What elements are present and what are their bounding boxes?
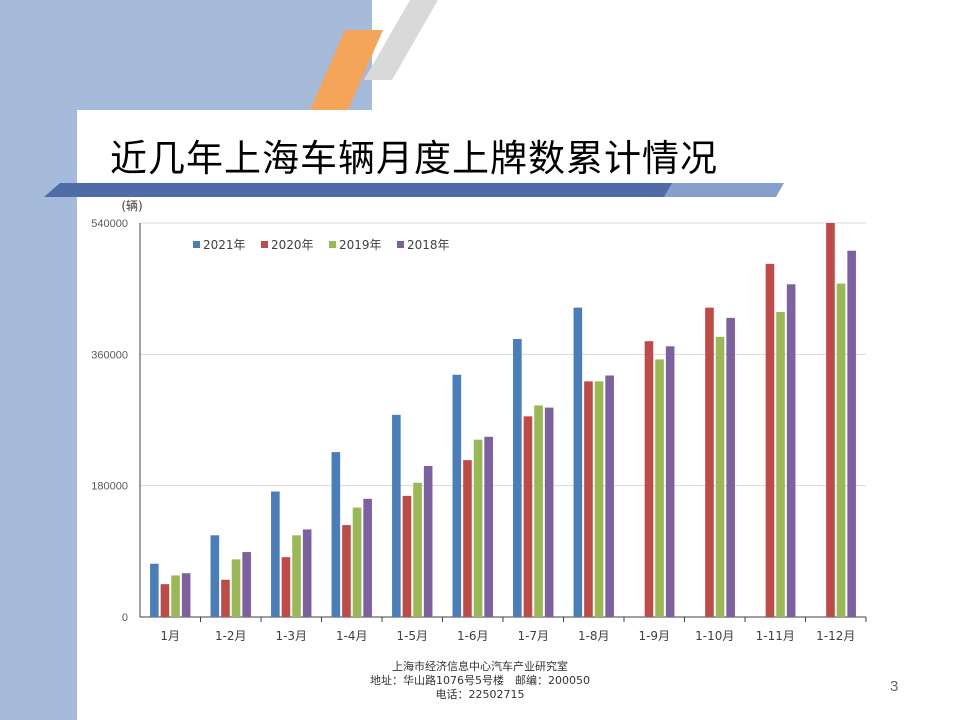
bar bbox=[826, 223, 835, 617]
bar-chart: 0 180000 360000 540000 (辆) 1月 1-2月 1-3月 1-4月 1-5月… bbox=[91, 199, 867, 643]
y-tick-label: 360000 bbox=[91, 349, 128, 361]
bar bbox=[210, 535, 220, 617]
bar bbox=[715, 336, 725, 617]
x-tick-label: 1-7月 bbox=[517, 629, 549, 643]
bar bbox=[573, 307, 583, 617]
bar bbox=[452, 374, 462, 617]
background-band-top bbox=[0, 0, 372, 110]
x-tick-label: 1-10月 bbox=[695, 629, 734, 643]
bar bbox=[221, 579, 230, 617]
y-tick-label: 540000 bbox=[91, 218, 128, 230]
legend-swatch bbox=[397, 241, 404, 248]
bar bbox=[655, 359, 664, 617]
gray-stripe bbox=[364, 0, 438, 80]
bar bbox=[847, 250, 856, 617]
page-title: 近几年上海车辆月度上牌数累计情况 bbox=[110, 137, 718, 180]
bar bbox=[473, 439, 483, 617]
y-tick-label: 180000 bbox=[91, 481, 128, 493]
bar bbox=[423, 465, 433, 617]
x-tick-label: 1-4月 bbox=[336, 629, 368, 643]
bar bbox=[836, 283, 846, 617]
bar bbox=[160, 584, 170, 617]
bar bbox=[342, 525, 351, 617]
footer-phone: 电话：22502715 bbox=[435, 688, 525, 701]
footer-info: 上海市经济信息中心汽车产业研究室 地址：华山路1076号5号楼 邮编：20005… bbox=[330, 660, 630, 702]
bar bbox=[271, 491, 280, 617]
bar bbox=[605, 375, 614, 617]
bar bbox=[363, 498, 372, 617]
x-tick-label: 1月 bbox=[160, 629, 180, 643]
orange-stripe bbox=[310, 30, 383, 110]
bar bbox=[171, 575, 180, 617]
bar bbox=[292, 535, 301, 617]
bar bbox=[765, 263, 775, 617]
y-axis-unit-label: (辆) bbox=[121, 199, 142, 213]
bar bbox=[181, 573, 191, 617]
footer-organization: 上海市经济信息中心汽车产业研究室 bbox=[392, 660, 568, 673]
x-tick-label: 1-9月 bbox=[638, 629, 670, 643]
bar bbox=[705, 307, 714, 617]
legend-swatch bbox=[329, 241, 336, 248]
x-tick-label: 1-2月 bbox=[215, 629, 247, 643]
bar bbox=[413, 482, 422, 617]
bar bbox=[484, 436, 493, 617]
bar bbox=[392, 414, 401, 617]
x-tick-label: 1-12月 bbox=[816, 629, 855, 643]
legend-label: 2021年 bbox=[203, 238, 246, 252]
bar bbox=[231, 559, 241, 617]
legend-swatch bbox=[193, 241, 200, 248]
bar bbox=[786, 284, 796, 617]
title-bar-highlight bbox=[664, 183, 784, 197]
bar bbox=[726, 317, 735, 617]
bar bbox=[594, 381, 604, 617]
bar bbox=[584, 381, 593, 617]
bar bbox=[402, 495, 412, 617]
x-tick-label: 1-5月 bbox=[396, 629, 428, 643]
bar bbox=[150, 563, 159, 617]
bar bbox=[463, 460, 472, 617]
x-tick-label: 1-11月 bbox=[756, 629, 795, 643]
legend-label: 2019年 bbox=[339, 238, 382, 252]
page-number: 3 bbox=[890, 678, 899, 695]
y-tick-label: 0 bbox=[122, 612, 128, 624]
x-tick-label: 1-3月 bbox=[275, 629, 307, 643]
bar bbox=[242, 552, 251, 617]
footer-address: 地址：华山路1076号5号楼 邮编：200050 bbox=[370, 674, 590, 687]
bar bbox=[352, 507, 362, 617]
bar bbox=[665, 346, 675, 617]
bar bbox=[513, 339, 522, 617]
x-tick-label: 1-6月 bbox=[457, 629, 489, 643]
bar bbox=[544, 407, 554, 617]
background-band-left bbox=[0, 0, 77, 720]
legend-swatch bbox=[261, 241, 268, 248]
bar bbox=[534, 405, 543, 617]
bar bbox=[523, 416, 533, 617]
bar bbox=[776, 312, 785, 617]
x-tick-label: 1-8月 bbox=[578, 629, 610, 643]
bar bbox=[281, 557, 291, 617]
title-bar bbox=[44, 183, 780, 197]
bar bbox=[644, 341, 654, 617]
legend-label: 2018年 bbox=[407, 238, 450, 252]
bar bbox=[331, 452, 341, 617]
bar bbox=[302, 529, 312, 617]
legend-label: 2020年 bbox=[271, 238, 314, 252]
